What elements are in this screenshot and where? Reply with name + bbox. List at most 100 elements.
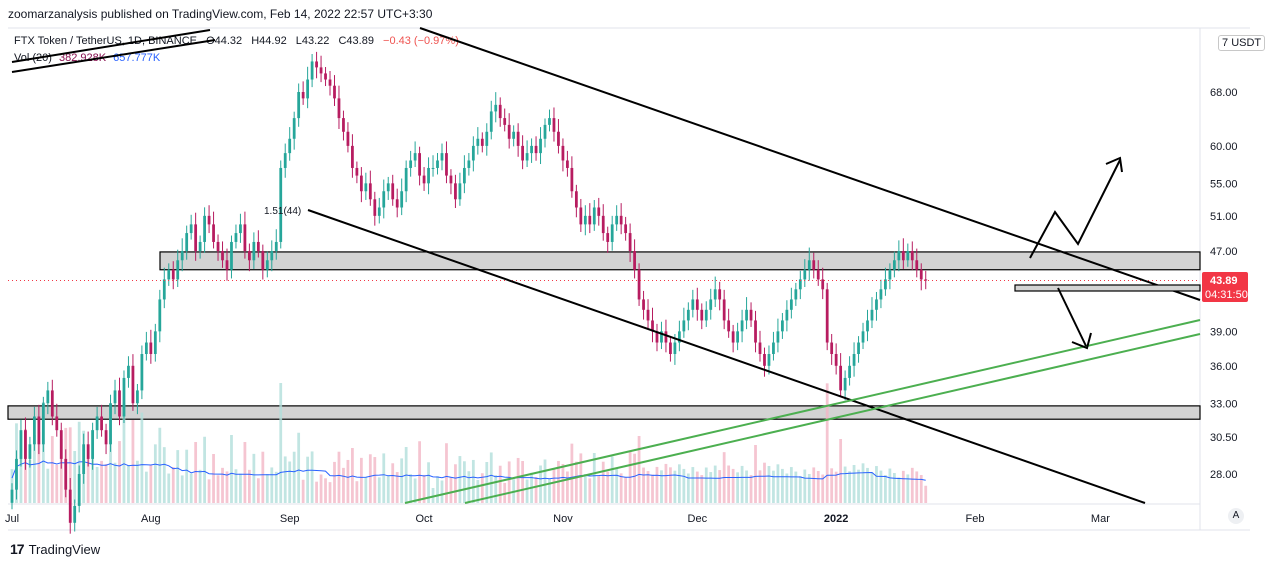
bearish-path-arrow bbox=[1057, 287, 1087, 347]
volume-bar bbox=[100, 460, 103, 503]
volume-bar bbox=[494, 475, 498, 503]
volume-bar bbox=[427, 462, 430, 503]
candle-body bbox=[256, 241, 260, 252]
candle-body bbox=[861, 331, 865, 343]
volume-bar bbox=[745, 470, 748, 503]
candle-body bbox=[319, 67, 323, 74]
candle-body bbox=[91, 430, 95, 459]
volume-bar bbox=[458, 456, 462, 503]
candle-body bbox=[669, 342, 672, 355]
volume-bar bbox=[386, 475, 390, 503]
volume-bar bbox=[368, 454, 372, 503]
candle-body bbox=[686, 309, 690, 321]
volume-bar bbox=[660, 470, 663, 503]
brand-name: TradingView bbox=[28, 541, 101, 557]
candle-body bbox=[462, 167, 466, 184]
volume-bar bbox=[391, 463, 395, 503]
zone-support bbox=[7, 405, 1201, 420]
candle-body bbox=[288, 138, 292, 154]
volume-bar bbox=[884, 475, 887, 503]
candle-body bbox=[382, 191, 386, 208]
volume-bar bbox=[261, 451, 265, 503]
candle-body bbox=[610, 224, 614, 242]
candle-body bbox=[73, 505, 77, 523]
volume-bar bbox=[118, 441, 121, 503]
candle-body bbox=[158, 299, 162, 332]
candle-body bbox=[785, 309, 789, 321]
volume-bar bbox=[879, 470, 883, 503]
volume-bar bbox=[897, 477, 901, 503]
volume-bar bbox=[624, 477, 628, 503]
candle-body bbox=[422, 175, 426, 184]
candle-body bbox=[113, 390, 117, 404]
x-tick-label: Sep bbox=[280, 513, 300, 525]
low-value: L43.22 bbox=[295, 35, 330, 47]
volume-bar bbox=[73, 451, 77, 503]
candle-body bbox=[812, 260, 816, 270]
candle-body bbox=[682, 320, 686, 332]
volume-bar bbox=[843, 466, 847, 503]
volume-bar bbox=[816, 471, 820, 503]
candle-body bbox=[310, 61, 314, 80]
candle-body bbox=[355, 167, 359, 176]
candle-body bbox=[359, 175, 363, 192]
candle-body bbox=[118, 390, 121, 417]
candle-body bbox=[243, 224, 247, 252]
currency-selector[interactable]: 7 USDT bbox=[1218, 35, 1266, 51]
volume-bar bbox=[342, 467, 345, 503]
candle-body bbox=[839, 365, 843, 391]
candle-body bbox=[803, 269, 807, 280]
candle-body bbox=[548, 118, 551, 125]
volume-bar bbox=[588, 478, 592, 503]
candle-body bbox=[100, 416, 103, 431]
volume-bar bbox=[252, 453, 256, 503]
candle-body bbox=[588, 215, 592, 225]
y-tick-label: 47.00 bbox=[1210, 246, 1238, 258]
candle-body bbox=[789, 299, 793, 310]
volume-bar bbox=[373, 457, 377, 503]
candle-body bbox=[346, 131, 350, 146]
candle-body bbox=[660, 331, 663, 343]
candle-body bbox=[230, 241, 233, 270]
volume-bar bbox=[319, 474, 323, 503]
candle-body bbox=[198, 241, 202, 252]
candle-body bbox=[225, 260, 229, 270]
candle-body bbox=[59, 430, 63, 459]
candle-body bbox=[485, 131, 489, 146]
candle-body bbox=[216, 241, 220, 252]
volume-bar bbox=[718, 470, 722, 503]
volume-bar bbox=[171, 467, 175, 503]
candle-body bbox=[292, 118, 296, 139]
open-value: O44.32 bbox=[206, 35, 243, 47]
candle-body bbox=[248, 251, 251, 261]
volume-bar bbox=[68, 427, 72, 503]
candle-body bbox=[673, 342, 677, 355]
volume-bar bbox=[127, 465, 130, 503]
volume-bar bbox=[440, 480, 444, 503]
symbol-name[interactable]: FTX Token / TetherUS, 1D, BINANCE bbox=[14, 35, 197, 47]
volume-bar bbox=[655, 466, 659, 503]
candle-body bbox=[772, 342, 775, 355]
volume-bar bbox=[785, 473, 789, 503]
candle-body bbox=[440, 153, 444, 161]
price-tag-box bbox=[1202, 272, 1248, 302]
volume-bar bbox=[574, 461, 578, 503]
auto-scale-button[interactable]: A bbox=[1228, 508, 1244, 524]
x-tick-label: Aug bbox=[141, 513, 161, 525]
candle-body bbox=[521, 145, 525, 161]
volume-bar bbox=[489, 452, 493, 503]
candle-body bbox=[875, 299, 878, 310]
volume-bar bbox=[55, 464, 59, 503]
volume-bar bbox=[525, 479, 529, 503]
zone-resistance bbox=[159, 251, 1201, 271]
volume-bar bbox=[825, 383, 829, 503]
volume-bar bbox=[449, 476, 453, 503]
candle-body bbox=[924, 279, 928, 281]
volume-bar bbox=[642, 467, 645, 503]
candle-body bbox=[637, 269, 641, 300]
volume-bar bbox=[288, 461, 292, 503]
candle-body bbox=[794, 289, 798, 300]
volume-bar bbox=[919, 475, 923, 503]
candle-body bbox=[454, 183, 457, 200]
